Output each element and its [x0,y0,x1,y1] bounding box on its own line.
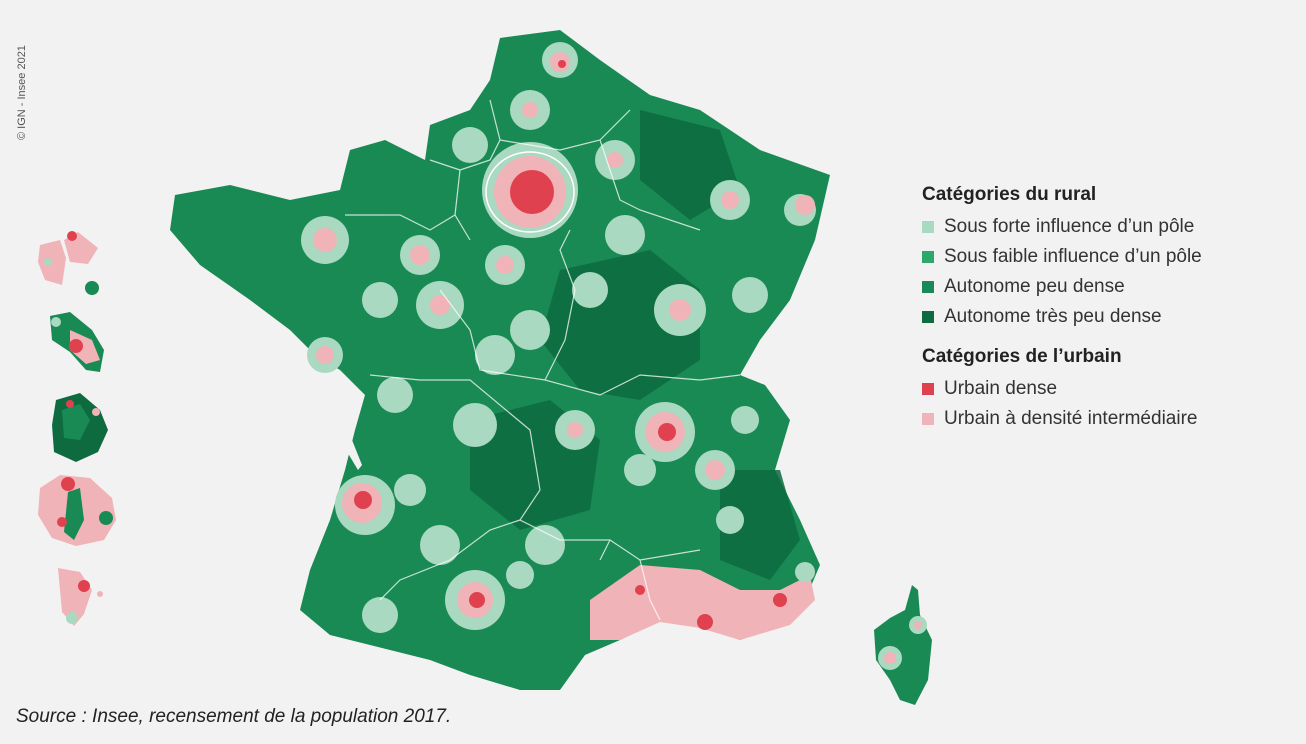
pole-halo [453,403,497,447]
pole-halo [394,474,426,506]
legend-swatch [922,413,934,425]
legend-rural-title: Catégories du rural [922,184,1097,205]
region-borders [345,99,741,621]
legend-swatch [922,311,934,323]
pole-dense [697,614,713,630]
pole-intermediate [721,191,739,209]
pole-halo [605,215,645,255]
pole-halo [510,310,550,350]
legend-item-urban-dense: Urbain dense [922,374,1202,404]
pole-halo [475,335,515,375]
legend-label: Sous forte influence d’un pôle [944,216,1195,237]
pole-intermediate [669,299,691,321]
overseas-mayotte [58,568,103,626]
pole-dense [354,491,372,509]
legend-item-urban-intermediate: Urbain à densité intermédiaire [922,404,1202,434]
pole-intermediate [607,152,623,168]
corsica [874,585,932,705]
pole-intermediate [884,652,896,664]
legend-label: Sous faible influence d’un pôle [944,246,1202,267]
pole-halo [362,597,398,633]
pole-intermediate [313,228,337,252]
pole-halo [452,127,488,163]
legend-item-rural-strong-influence: Sous forte influence d’un pôle [922,212,1202,242]
pole-halo [362,282,398,318]
gironde-estuary [340,435,362,470]
pole-intermediate [567,422,583,438]
pole-halo [731,406,759,434]
legend-item-rural-autonomous-very-sparse: Autonome très peu dense [922,302,1202,332]
legend-swatch [922,221,934,233]
legend-label: Autonome très peu dense [944,306,1162,327]
pole-intermediate [316,346,334,364]
legend-urban-title: Catégories de l’urbain [922,346,1122,367]
pole-dense [510,170,554,214]
pole-intermediate [795,195,815,215]
pole-dense [635,585,645,595]
pole-dense [469,592,485,608]
pole-halo [506,561,534,589]
pole-dense [773,593,787,607]
pole-dense [558,60,566,68]
pole-intermediate [410,245,430,265]
legend-label: Urbain à densité intermédiaire [944,408,1198,429]
pole-halo [732,277,768,313]
pole-intermediate [914,621,922,629]
legend-swatch [922,383,934,395]
pole-halo [377,377,413,413]
legend-label: Urbain dense [944,378,1058,399]
pole-halo [716,506,744,534]
pole-intermediate [522,102,538,118]
pole-halo [420,525,460,565]
pole-intermediate [705,460,725,480]
pole-halo [572,272,608,308]
legend-item-rural-weak-influence: Sous faible influence d’un pôle [922,242,1202,272]
legend-swatch [922,281,934,293]
pole-dense [658,423,676,441]
pole-halo [624,454,656,486]
legend-item-rural-autonomous-sparse: Autonome peu dense [922,272,1202,302]
legend-swatch [922,251,934,263]
overseas-reunion [38,475,116,546]
pole-intermediate [430,295,450,315]
map-legend: Catégories du rural Sous forte influence… [922,184,1202,434]
pole-intermediate [496,256,514,274]
pole-halo [795,562,815,582]
dark-rural-zone-alps [720,470,800,580]
legend-label: Autonome peu dense [944,276,1125,297]
source-note: Source : Insee, recensement de la popula… [16,706,452,727]
overseas-martinique [50,312,104,372]
pole-halo [525,525,565,565]
ile-de-france-border [485,151,575,233]
overseas-guyane [52,393,108,462]
overseas-guadeloupe [38,231,99,295]
